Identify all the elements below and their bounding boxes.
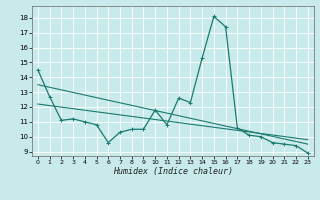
X-axis label: Humidex (Indice chaleur): Humidex (Indice chaleur)	[113, 167, 233, 176]
